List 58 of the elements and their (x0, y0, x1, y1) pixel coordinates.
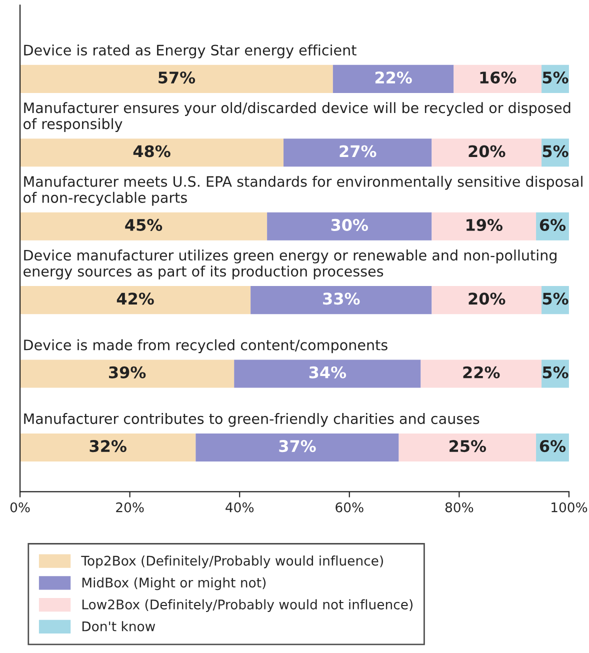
legend-label: Top2Box (Definitely/Probably would influence) (81, 555, 383, 568)
y-tick-label: Device is made from recycled content/components (24, 339, 388, 354)
bar (234, 360, 421, 388)
data-label: 6% (540, 218, 566, 231)
bar (196, 433, 399, 462)
y-tick-label: Manufacturer meets U.S. EPA standards for environmentally sensitive disposal of non-recyclable parts (24, 176, 582, 206)
legend-label: Don't know (82, 621, 156, 632)
data-label: 39% (109, 366, 146, 378)
data-label: 57% (158, 71, 196, 84)
x-tick-label: 40% (226, 502, 254, 512)
bar (267, 212, 432, 240)
data-label: 48% (133, 145, 170, 158)
data-label: 16% (480, 71, 516, 84)
bar (432, 286, 542, 314)
data-label: 42% (116, 292, 154, 305)
bar (332, 64, 454, 93)
data-label: 25% (450, 440, 486, 452)
data-label: 19% (466, 218, 502, 231)
bar (20, 212, 268, 240)
bar (20, 433, 196, 462)
data-label: 22% (463, 366, 500, 378)
data-label: 20% (468, 292, 506, 305)
x-tick-label: 60% (336, 502, 364, 512)
data-label: 37% (279, 440, 316, 452)
data-label: 34% (309, 366, 346, 378)
bar (20, 286, 251, 314)
bar (20, 138, 284, 167)
x-tick-label: 20% (116, 502, 144, 512)
legend-label: Low2Box (Definitely/Probably would not influence) (82, 599, 412, 612)
y-tick-label: Manufacturer contributes to green-friendly charities and causes (24, 413, 480, 427)
data-label: 22% (375, 71, 412, 84)
x-tick-label: 80% (445, 502, 474, 512)
bar (420, 360, 542, 388)
bar (20, 64, 333, 93)
y-tick-label: Manufacturer ensures your old/discarded device will be recycled or disposed of responsibly (24, 102, 570, 132)
y-tick-label: Device is rated as Energy Star energy efficient (24, 44, 356, 58)
data-label: 33% (323, 292, 360, 305)
data-label: 6% (540, 440, 566, 452)
bar (432, 138, 542, 167)
data-label: 20% (468, 145, 506, 158)
data-label: 32% (90, 440, 126, 452)
bar (284, 138, 432, 167)
bar (432, 212, 536, 240)
data-label: 5% (542, 292, 568, 305)
data-label: 45% (125, 218, 162, 231)
data-label: 5% (542, 71, 568, 84)
data-label: 5% (542, 145, 568, 158)
bar (20, 360, 234, 388)
x-tick-label: 0% (10, 502, 30, 512)
data-label: 5% (542, 366, 568, 378)
data-label: 27% (340, 145, 376, 158)
bar (454, 64, 542, 93)
x-tick-label: 100% (552, 502, 588, 512)
data-label: 30% (331, 218, 368, 231)
legend-label: MidBox (Might or might not) (82, 577, 266, 590)
bar (250, 286, 432, 314)
bar (398, 433, 536, 462)
y-tick-label: Device manufacturer utilizes green energy or renewable and non-polluting energy sources as part of its production processes (24, 250, 556, 280)
